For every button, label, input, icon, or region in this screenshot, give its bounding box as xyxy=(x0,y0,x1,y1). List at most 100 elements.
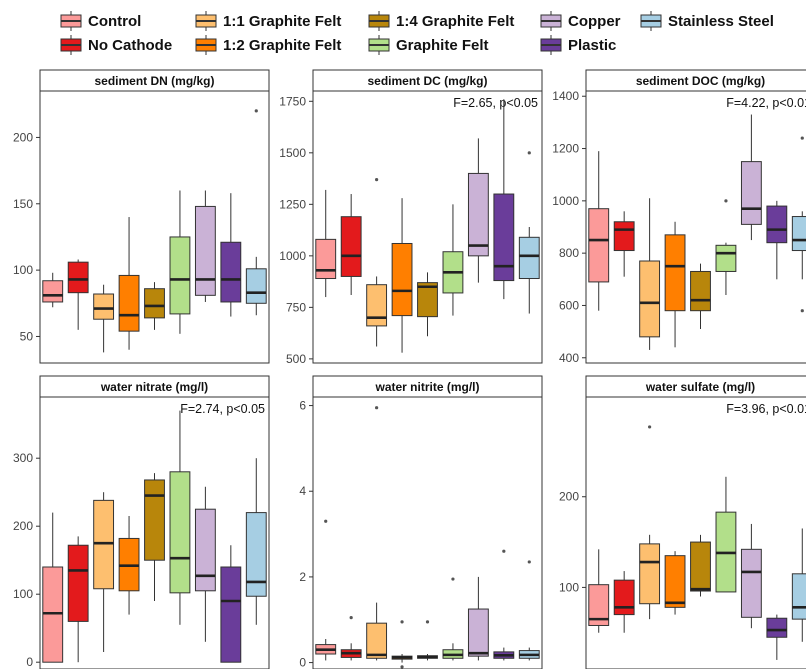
legend-item-no-cathode: No Cathode xyxy=(60,35,172,55)
box-control-iqr xyxy=(42,280,64,303)
legend-label: Control xyxy=(88,12,142,30)
legend-key-1-1-graphite-felt-icon xyxy=(195,11,217,31)
facet-title: water nitrate (mg/l) xyxy=(100,380,208,394)
box-1-1-graphite-felt-outlier xyxy=(375,178,379,182)
box-copper-iqr xyxy=(467,608,489,657)
stat-annotation: F=2.65, p<0.05 xyxy=(453,96,538,110)
box-control-outlier xyxy=(324,519,328,523)
legend-label: No Cathode xyxy=(88,36,173,54)
legend-label: 1:2 Graphite Felt xyxy=(223,36,342,54)
facet-title: sediment DOC (mg/kg) xyxy=(636,74,765,88)
box-1-1-graphite-felt-iqr xyxy=(639,260,661,338)
box-control-iqr xyxy=(588,584,610,626)
box-graphite-felt-outlier xyxy=(451,577,455,581)
legend-label: 1:1 Graphite Felt xyxy=(223,12,342,30)
legend-key-control-icon xyxy=(60,11,82,31)
box-1-2-graphite-felt-outlier xyxy=(400,620,404,624)
legend-key-stainless-steel-icon xyxy=(640,11,662,31)
boxes xyxy=(588,114,806,350)
box-stainless-steel-iqr xyxy=(791,216,806,252)
box-1-4-graphite-felt-outlier xyxy=(425,620,430,624)
legend-label: Plastic xyxy=(568,36,617,54)
box-stainless-steel-outlier xyxy=(527,560,531,564)
y-tick-label: 800 xyxy=(559,246,579,260)
box-control-iqr xyxy=(315,238,337,280)
y-tick-label: 1400 xyxy=(552,89,579,103)
y-tick-label: 750 xyxy=(286,300,306,314)
boxes xyxy=(315,406,540,669)
legend-item-plastic: Plastic xyxy=(540,35,616,55)
y-tick-label: 400 xyxy=(559,351,579,365)
y-tick-label: 4 xyxy=(299,484,306,498)
panel-water-nitrate-mg-l: water nitrate (mg/l) 0 100 200 300 F=2.74, p<… xyxy=(13,375,270,669)
y-tick-label: 1000 xyxy=(279,249,306,263)
box-graphite-felt-iqr xyxy=(715,244,737,272)
box-control-iqr xyxy=(588,208,610,283)
y-tick-label: 200 xyxy=(13,519,33,533)
y-tick-label: 1200 xyxy=(552,142,579,156)
y-tick-label: 6 xyxy=(299,399,306,413)
box-no-cathode-iqr xyxy=(67,261,89,294)
box-control-iqr xyxy=(42,566,64,663)
boxes xyxy=(315,99,540,353)
box-plastic-iqr xyxy=(220,566,242,663)
box-1-4-graphite-felt-iqr xyxy=(144,479,165,561)
box-copper-iqr xyxy=(740,161,762,225)
box-stainless-steel-iqr xyxy=(791,573,806,620)
facet-title: water nitrite (mg/l) xyxy=(374,380,479,394)
box-1-2-graphite-felt-iqr xyxy=(664,234,686,312)
box-1-1-graphite-felt-iqr xyxy=(93,293,115,320)
y-tick-label: 1000 xyxy=(552,194,579,208)
legend-label: Stainless Steel xyxy=(668,12,774,30)
box-copper-iqr xyxy=(740,548,762,618)
legend-key-1-2-graphite-felt-icon xyxy=(195,35,217,55)
y-tick-label: 1500 xyxy=(279,146,306,160)
legend-label: 1:4 Graphite Felt xyxy=(396,12,515,30)
facet-title: sediment DC (mg/kg) xyxy=(367,74,487,88)
y-tick-label: 300 xyxy=(13,451,33,465)
box-plastic-outlier xyxy=(502,549,506,553)
box-1-2-graphite-felt-iqr xyxy=(118,274,140,332)
box-1-1-graphite-felt-iqr xyxy=(366,284,388,327)
box-1-2-graphite-felt-iqr xyxy=(664,555,686,608)
y-tick-label: 100 xyxy=(13,263,33,277)
y-tick-label: 100 xyxy=(13,587,33,601)
legend-key-copper-icon xyxy=(540,11,562,31)
box-graphite-felt-iqr xyxy=(169,236,191,315)
y-tick-label: 150 xyxy=(13,197,33,211)
box-copper-iqr xyxy=(194,205,216,296)
box-graphite-felt-outlier xyxy=(724,199,728,203)
legend-item-stainless-steel: Stainless Steel xyxy=(640,11,774,31)
y-tick-label: 600 xyxy=(559,298,579,312)
facet-title: sediment DN (mg/kg) xyxy=(94,74,214,88)
box-1-4-graphite-felt-iqr xyxy=(690,270,711,312)
y-tick-label: 0 xyxy=(299,656,306,669)
y-tick-label: 50 xyxy=(20,329,34,343)
y-tick-label: 1250 xyxy=(279,197,306,211)
legend: Control No Cathode 1:1 Graphite Felt 1:2… xyxy=(0,0,806,60)
legend-key-no-cathode-icon xyxy=(60,35,82,55)
legend-item-1-2-graphite-felt: 1:2 Graphite Felt xyxy=(195,35,341,55)
box-stainless-steel-outlier xyxy=(800,309,804,313)
box-stainless-steel-iqr xyxy=(245,268,267,304)
box-no-cathode-iqr xyxy=(613,579,635,616)
box-plastic-iqr xyxy=(766,205,788,244)
box-graphite-felt-iqr xyxy=(169,471,191,594)
box-1-4-graphite-felt-iqr xyxy=(417,282,438,318)
panel-water-nitrite-mg-l: water nitrite (mg/l) 0 2 4 6 xyxy=(299,375,543,669)
box-1-1-graphite-felt-outlier xyxy=(648,425,652,429)
legend-item-graphite-felt: Graphite Felt xyxy=(368,35,489,55)
box-1-1-graphite-felt-iqr xyxy=(93,499,115,590)
boxes xyxy=(588,425,806,660)
legend-item-1-1-graphite-felt: 1:1 Graphite Felt xyxy=(195,11,341,31)
panel-sediment-dn-mg-kg: sediment DN (mg/kg) 50 100 150 200 xyxy=(13,69,270,364)
boxes xyxy=(42,109,267,353)
box-1-2-graphite-felt-outlier xyxy=(400,665,404,669)
stat-annotation: F=4.22, p<0.01 xyxy=(726,96,806,110)
box-plastic-iqr xyxy=(766,617,788,638)
box-stainless-steel-iqr xyxy=(518,236,540,280)
box-plastic-iqr xyxy=(493,193,515,282)
y-tick-label: 500 xyxy=(286,352,306,366)
box-1-2-graphite-felt-iqr xyxy=(391,242,413,317)
